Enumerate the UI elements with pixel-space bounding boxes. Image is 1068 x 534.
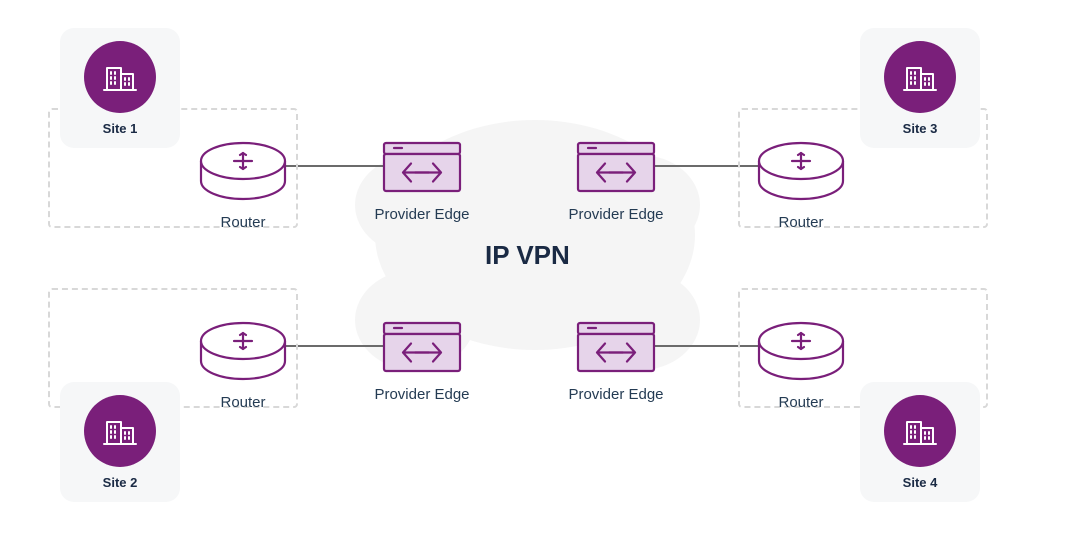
router-icon xyxy=(756,140,846,202)
provider-edge-icon xyxy=(575,320,657,374)
site4-label: Site 4 xyxy=(903,475,938,490)
site2-card: Site 2 xyxy=(60,382,180,502)
pe1: Provider Edge xyxy=(372,140,472,223)
site3-label: Site 3 xyxy=(903,121,938,136)
site2-label: Site 2 xyxy=(103,475,138,490)
router2-label: Router xyxy=(220,394,265,411)
site3-card: Site 3 xyxy=(860,28,980,148)
provider-edge-icon xyxy=(381,320,463,374)
router4-label: Router xyxy=(778,394,823,411)
building-icon xyxy=(84,395,156,467)
site4-card: Site 4 xyxy=(860,382,980,502)
building-icon xyxy=(884,395,956,467)
router1-label: Router xyxy=(220,214,265,231)
pe4-label: Provider Edge xyxy=(568,386,663,403)
pe4: Provider Edge xyxy=(566,320,666,403)
pe2: Provider Edge xyxy=(566,140,666,223)
pe3-label: Provider Edge xyxy=(374,386,469,403)
building-icon xyxy=(884,41,956,113)
pe3: Provider Edge xyxy=(372,320,472,403)
pe2-label: Provider Edge xyxy=(568,206,663,223)
router3: Router xyxy=(756,140,846,231)
router-icon xyxy=(756,320,846,382)
building-icon xyxy=(84,41,156,113)
router4: Router xyxy=(756,320,846,411)
provider-edge-icon xyxy=(381,140,463,194)
router3-label: Router xyxy=(778,214,823,231)
site1-label: Site 1 xyxy=(103,121,138,136)
diagram-title: IP VPN xyxy=(485,240,570,271)
router-icon xyxy=(198,320,288,382)
pe1-label: Provider Edge xyxy=(374,206,469,223)
router1: Router xyxy=(198,140,288,231)
router2: Router xyxy=(198,320,288,411)
provider-edge-icon xyxy=(575,140,657,194)
router-icon xyxy=(198,140,288,202)
site1-card: Site 1 xyxy=(60,28,180,148)
